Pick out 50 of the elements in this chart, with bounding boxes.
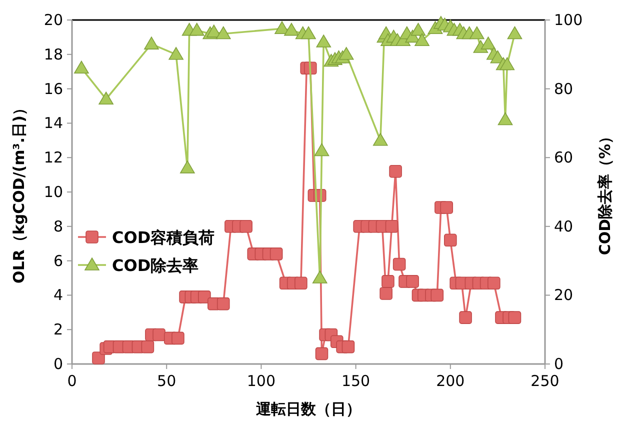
point bbox=[74, 60, 89, 74]
y-tick-label: 8 bbox=[53, 217, 63, 236]
y-tick-label: 6 bbox=[53, 252, 63, 270]
x-axis-title: 運転日数（日） bbox=[255, 400, 361, 418]
point bbox=[189, 22, 204, 36]
x-tick-label: 200 bbox=[436, 372, 465, 390]
point bbox=[480, 36, 496, 50]
x-tick-label: 100 bbox=[246, 372, 276, 390]
y-tick-label: 2 bbox=[53, 320, 63, 339]
point bbox=[372, 133, 388, 146]
y-tick-label: 20 bbox=[44, 11, 63, 29]
y-tick-label: 16 bbox=[44, 80, 63, 98]
y-tick-label: 4 bbox=[53, 286, 63, 304]
x-tick-label: 250 bbox=[530, 372, 560, 390]
point bbox=[414, 33, 430, 46]
point bbox=[500, 57, 515, 70]
point bbox=[312, 270, 328, 284]
y-tick-label: 12 bbox=[44, 148, 63, 167]
y2-tick-label: 80 bbox=[554, 80, 574, 98]
x-tick-label: 50 bbox=[157, 372, 176, 390]
point bbox=[314, 143, 330, 156]
y-tick-label: 18 bbox=[44, 45, 63, 64]
y-tick-label: 0 bbox=[53, 355, 63, 373]
y2-tick-label: 60 bbox=[554, 148, 574, 167]
point bbox=[216, 26, 231, 40]
x-tick-label: 0 bbox=[67, 372, 77, 390]
point bbox=[498, 112, 513, 126]
point bbox=[301, 26, 316, 40]
point bbox=[338, 47, 354, 60]
point bbox=[168, 47, 184, 60]
point bbox=[316, 34, 332, 48]
x-tick-label: 150 bbox=[341, 372, 370, 390]
y-axis-title: OLR（kgCOD/(m³.日)） bbox=[10, 100, 28, 284]
point bbox=[410, 22, 426, 36]
y2-tick-label: 40 bbox=[554, 217, 574, 236]
point bbox=[284, 22, 299, 36]
point bbox=[274, 21, 290, 34]
y-tick-label: 10 bbox=[44, 183, 63, 201]
point bbox=[469, 26, 484, 40]
y-tick-label: 14 bbox=[44, 114, 63, 132]
y2-tick-label: 100 bbox=[554, 11, 583, 29]
point bbox=[98, 92, 114, 105]
legend-label: COD除去率 bbox=[112, 256, 199, 275]
point bbox=[144, 36, 159, 50]
y2-tick-label: 20 bbox=[554, 286, 574, 304]
point bbox=[507, 26, 522, 40]
y2-tick-label: 0 bbox=[554, 355, 564, 373]
y2-axis-title: COD除去率（%） bbox=[596, 128, 614, 256]
legend-label: COD容積負荷 bbox=[112, 228, 215, 247]
point bbox=[180, 160, 195, 174]
